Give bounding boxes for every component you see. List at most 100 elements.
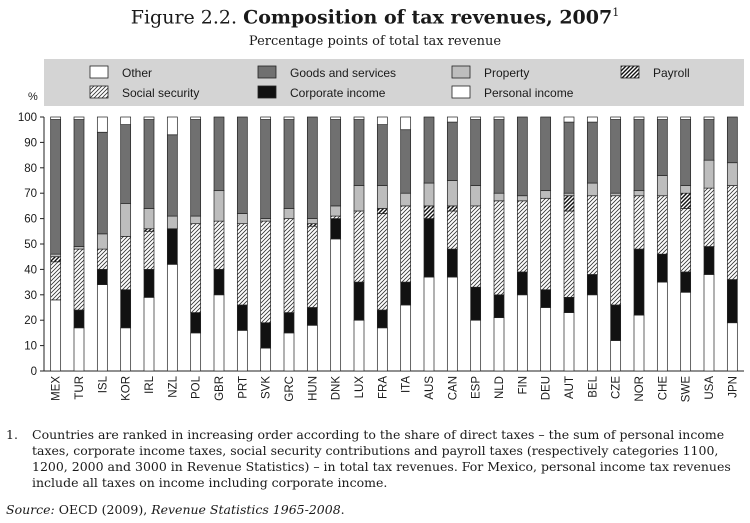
bar-segment-goods-usa [703,119,715,161]
bar-segment-personal-kor [120,327,132,372]
x-tick-label-nzl: NZL [167,375,179,397]
bar-segment-other-svk [260,116,272,120]
figure-label: Figure 2.2. [130,6,238,29]
x-tick-label-fra: FRA [377,376,389,399]
bar-segment-goods-esp [470,119,482,186]
bar-segment-payroll-swe [680,192,692,209]
bar-segment-payroll-irl [143,228,155,232]
bar-segment-personal-lux [353,319,365,372]
y-tick-label: 0 [31,366,37,378]
x-tick-label-kor: KOR [121,376,133,401]
x-tick-label-aut: AUT [564,376,576,399]
bar-segment-social-jpn [726,185,738,280]
bar-segment-corporate-nld [493,294,505,319]
bar-segment-social-fra [376,213,388,311]
bar-segment-goods-che [656,119,668,176]
bar-segment-other-ita [400,116,412,131]
x-tick-label-che: CHE [657,376,669,401]
bar-segment-property-gbr [213,190,225,222]
bar-segment-other-che [656,116,668,120]
bar-segment-goods-hun [306,116,318,219]
bar-segment-social-aut [563,210,575,298]
x-tick-label-cze: CZE [611,376,623,399]
bar-segment-corporate-nor [633,248,645,316]
bar-segment-social-can [446,210,458,250]
x-tick-label-aus: AUS [424,376,436,400]
bar-segment-social-esp [470,205,482,288]
figure-title-text: Composition of tax revenues, 2007 [243,6,613,29]
bar-segment-other-nld [493,116,505,120]
bar-segment-corporate-aut [563,296,575,313]
x-tick-label-isl: ISL [97,375,109,393]
bar-segment-goods-kor [120,124,132,204]
bar-segment-social-nld [493,200,505,296]
bar-segment-property-irl [143,208,155,230]
bar-segment-personal-usa [703,274,715,372]
bar-segment-personal-fin [516,294,528,372]
bar-segment-property-jpn [726,162,738,186]
y-tick-label: 70 [24,188,37,200]
bar-segment-corporate-fin [516,271,528,296]
x-tick-label-nld: NLD [494,376,506,399]
bar-segment-personal-grc [283,332,295,372]
y-tick-label: 30 [24,290,37,302]
bar-segment-corporate-bel [586,274,598,296]
bar-segment-goods-jpn [726,116,738,164]
bar-segment-corporate-aus [423,218,435,278]
bar-segment-property-che [656,175,668,197]
bar-segment-other-tur [73,116,85,120]
x-tick-label-svk: SVK [261,376,273,399]
bar-segment-goods-deu [540,116,552,192]
bar-segment-property-aus [423,182,435,207]
bar-segment-corporate-grc [283,312,295,334]
bar-segment-social-pol [190,223,202,313]
bar-segment-personal-pol [190,332,202,372]
bar-segment-goods-cze [610,119,622,194]
x-tick-label-nor: NOR [634,376,646,402]
bar-segment-personal-bel [586,294,598,372]
bar-segment-personal-can [446,276,458,372]
x-tick-label-can: CAN [447,376,459,400]
bar-segment-payroll-aus [423,205,435,219]
bar-segment-social-nor [633,195,645,250]
bar-segment-property-swe [680,185,692,194]
x-tick-label-jpn: JPN [727,376,739,398]
bar-segment-other-can [446,116,458,123]
bar-segment-personal-gbr [213,294,225,372]
legend-label-social-security: Social security [122,86,199,100]
x-tick-label-mex: MEX [51,376,63,401]
bar-segment-corporate-irl [143,269,155,298]
bar-segment-property-hun [306,218,318,225]
bar-segment-corporate-nzl [166,228,178,265]
bar-segment-payroll-aut [563,195,575,212]
bar-segment-social-ita [400,205,412,283]
bar-segment-social-hun [306,225,318,308]
bar-segment-property-can [446,180,458,207]
x-tick-label-esp: ESP [471,376,483,399]
bar-segment-property-dnk [330,205,342,217]
source-citation: OECD (2009), [58,502,148,517]
bar-segment-personal-ita [400,304,412,372]
bar-segment-goods-fra [376,124,388,186]
bar-segment-personal-nzl [166,263,178,372]
y-tick-label: 60 [24,214,37,226]
bar-segment-property-grc [283,208,295,219]
bar-segment-personal-swe [680,291,692,372]
bar-segment-social-che [656,195,668,255]
legend-label-goods-and-services: Goods and services [290,66,396,80]
bar-segment-social-gbr [213,220,225,270]
bar-segment-personal-fra [376,327,388,372]
bar-segment-goods-can [446,121,458,181]
legend-swatch-payroll [620,65,640,79]
bar-segment-other-mex [50,116,62,120]
bar-segment-personal-cze [610,340,622,372]
bar-segment-social-swe [680,208,692,273]
bar-segment-property-nor [633,190,645,197]
bars [50,116,738,372]
bar-segment-goods-nzl [166,134,178,217]
bar-segment-goods-mex [50,119,62,255]
y-tick-label: 40 [24,264,37,276]
y-axis: % 0 10 20 30 40 50 60 70 80 90 100 [18,91,744,378]
bar-segment-social-lux [353,210,365,283]
bar-segment-property-fra [376,185,388,209]
